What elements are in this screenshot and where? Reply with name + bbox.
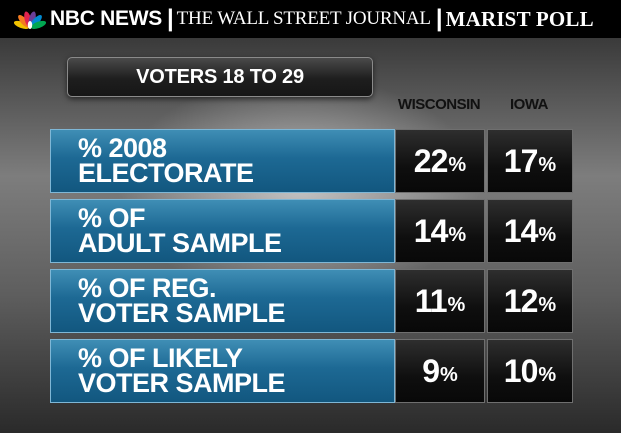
brand-marist-poll: MARIST POLL: [445, 6, 594, 31]
value-cell-wisconsin: 14%: [395, 199, 485, 263]
brand-wsj: THE WALL STREET JOURNAL: [176, 8, 431, 29]
row-label-line: VOTER SAMPLE: [78, 368, 286, 398]
value-cell-wisconsin: 9%: [395, 339, 485, 403]
value-cell-iowa: 10%: [487, 339, 573, 403]
percent-sign: %: [447, 293, 466, 316]
column-header-iowa: IOWA: [510, 96, 549, 113]
value-cell-wisconsin: 11%: [395, 269, 485, 333]
peacock-feather: [14, 20, 30, 29]
percent-sign: %: [538, 363, 557, 386]
column-header-wisconsin: WISCONSIN: [397, 96, 481, 113]
value-number: 22: [413, 142, 449, 179]
brand-nbc-news: NBC NEWS: [50, 7, 162, 30]
value-cell-iowa: 17%: [487, 129, 573, 193]
row-label-line: % 2008: [78, 133, 167, 163]
row-label-line: ADULT SAMPLE: [78, 228, 282, 258]
value-number: 12: [503, 282, 539, 319]
chart-title: VOTERS 18 TO 29: [136, 65, 304, 88]
row-label-cell: % OF REG. VOTER SAMPLE: [50, 269, 395, 333]
percent-sign: %: [448, 223, 467, 246]
row-label-line: % OF REG.: [78, 273, 217, 303]
table-row: % OF LIKELY VOTER SAMPLE 9% 10%: [50, 339, 573, 403]
percent-sign: %: [538, 223, 557, 246]
value-number: 14: [413, 212, 449, 249]
percent-sign: %: [448, 153, 467, 176]
peacock-feather: [30, 20, 46, 29]
table-row: % OF ADULT SAMPLE 14% 14%: [50, 199, 573, 263]
row-label: % OF ADULT SAMPLE: [78, 203, 388, 258]
row-label: % OF REG. VOTER SAMPLE: [78, 273, 388, 328]
table-row: % OF REG. VOTER SAMPLE 11% 12%: [50, 269, 573, 333]
peacock-body: [27, 21, 33, 29]
row-label: % OF LIKELY VOTER SAMPLE: [78, 343, 388, 398]
value-number: 9: [422, 352, 440, 389]
row-label-cell: % 2008 ELECTORATE: [50, 129, 395, 193]
header-bar: NBC NEWS | THE WALL STREET JOURNAL | MAR…: [0, 0, 621, 38]
percent-sign: %: [538, 153, 557, 176]
percent-sign: %: [538, 293, 557, 316]
row-label: % 2008 ELECTORATE: [78, 133, 388, 188]
row-label-cell: % OF ADULT SAMPLE: [50, 199, 395, 263]
chart-title-box: VOTERS 18 TO 29: [67, 57, 373, 97]
row-label-line: % OF LIKELY: [78, 343, 243, 373]
table-row: % 2008 ELECTORATE 22% 17%: [50, 129, 573, 193]
value-number: 17: [503, 142, 539, 179]
row-label-line: % OF: [78, 203, 146, 233]
row-label-line: VOTER SAMPLE: [78, 298, 286, 328]
nbc-peacock-icon: [14, 11, 46, 29]
value-number: 10: [503, 352, 539, 389]
value-number: 14: [503, 212, 539, 249]
percent-sign: %: [440, 363, 458, 386]
header-separator: |: [435, 5, 443, 32]
value-cell-wisconsin: 22%: [395, 129, 485, 193]
value-cell-iowa: 14%: [487, 199, 573, 263]
value-cell-iowa: 12%: [487, 269, 573, 333]
header-separator: |: [166, 5, 174, 32]
value-number: 11: [414, 282, 448, 319]
row-label-line: ELECTORATE: [78, 158, 254, 188]
row-label-cell: % OF LIKELY VOTER SAMPLE: [50, 339, 395, 403]
